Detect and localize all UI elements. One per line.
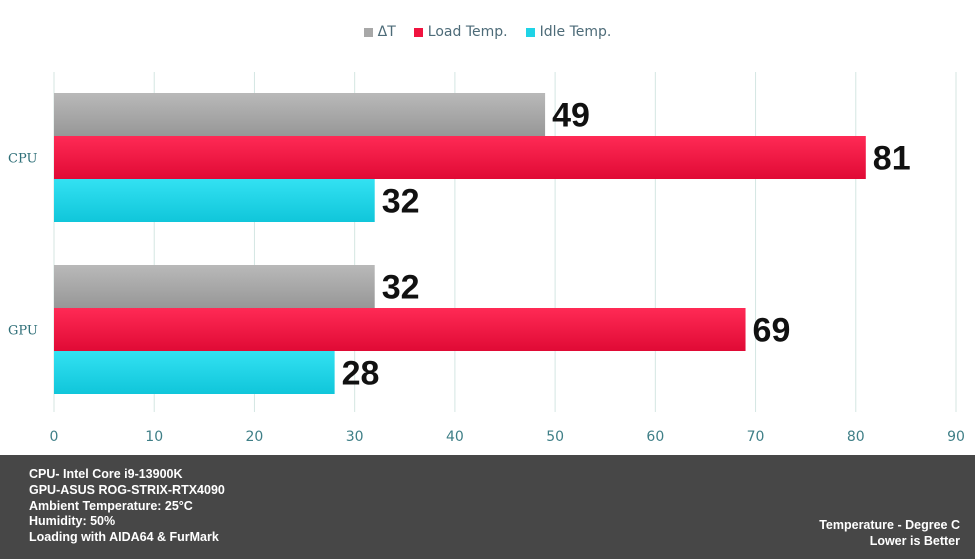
bar-cpu-idle-temp xyxy=(54,179,375,222)
x-tick-label-10: 10 xyxy=(145,429,163,445)
data-label-cpu-idle-temp: 32 xyxy=(382,183,420,221)
x-tick-label-90: 90 xyxy=(947,429,965,445)
data-label-gpu-delta-t: 32 xyxy=(382,269,420,307)
legend: ΔT Load Temp. Idle Temp. xyxy=(0,24,975,40)
legend-swatch-delta-t xyxy=(363,27,373,37)
bar-cpu-delta-t xyxy=(54,93,546,136)
legend-item-load-temp: Load Temp. xyxy=(413,24,508,40)
x-tick-label-0: 0 xyxy=(50,429,59,445)
x-tick-label-30: 30 xyxy=(346,429,364,445)
legend-swatch-load-temp xyxy=(413,27,423,37)
unit-footnote: Temperature - Degree C Lower is Better xyxy=(819,517,960,549)
category-label-cpu: CPU xyxy=(8,152,37,167)
category-label-gpu: GPU xyxy=(8,324,38,339)
note-humidity: Humidity: 50% xyxy=(29,514,116,529)
data-label-gpu-idle-temp: 28 xyxy=(342,355,380,393)
bar-gpu-load-temp xyxy=(54,308,746,351)
x-tick-label-50: 50 xyxy=(546,429,564,445)
legend-swatch-idle-temp xyxy=(525,27,535,37)
bar-gpu-idle-temp xyxy=(54,351,335,394)
data-label-cpu-load-temp: 81 xyxy=(873,140,911,178)
note-ambient: Ambient Temperature: 25°C xyxy=(29,498,193,513)
note-gpu: GPU-ASUS ROG-STRIX-RTX4090 xyxy=(29,482,225,497)
chart-area: ΔT Load Temp. Idle Temp. 49 81 32 32 69 28 0 1… xyxy=(0,24,975,445)
legend-label-load-temp: Load Temp. xyxy=(427,24,508,40)
footer-panel: CPU- Intel Core i9-13900K GPU-ASUS ROG-S… xyxy=(0,455,975,559)
note-loading: Loading with AIDA64 & FurMark xyxy=(29,530,219,545)
lower-is-better-label: Lower is Better xyxy=(869,534,960,548)
test-notes: CPU- Intel Core i9-13900K GPU-ASUS ROG-S… xyxy=(29,467,225,546)
x-tick-label-60: 60 xyxy=(646,429,664,445)
legend-label-idle-temp: Idle Temp. xyxy=(539,24,612,40)
legend-item-idle-temp: Idle Temp. xyxy=(525,24,612,40)
x-tick-label-20: 20 xyxy=(246,429,264,445)
note-cpu: CPU- Intel Core i9-13900K xyxy=(29,467,183,481)
x-tick-label-70: 70 xyxy=(747,429,765,445)
bar-cpu-load-temp xyxy=(54,136,866,179)
legend-label-delta-t: ΔT xyxy=(377,24,396,40)
bar-gpu-delta-t xyxy=(54,265,375,308)
unit-label: Temperature - Degree C xyxy=(819,518,960,532)
data-label-cpu-delta-t: 49 xyxy=(552,97,590,135)
legend-item-delta-t: ΔT xyxy=(363,24,396,40)
bar-chart-svg: 49 81 32 32 69 28 0 10 20 30 40 50 60 70 80 90 CPU GPU xyxy=(8,72,965,445)
x-tick-label-80: 80 xyxy=(847,429,865,445)
x-tick-label-40: 40 xyxy=(446,429,464,445)
data-label-gpu-load-temp: 69 xyxy=(753,312,791,350)
